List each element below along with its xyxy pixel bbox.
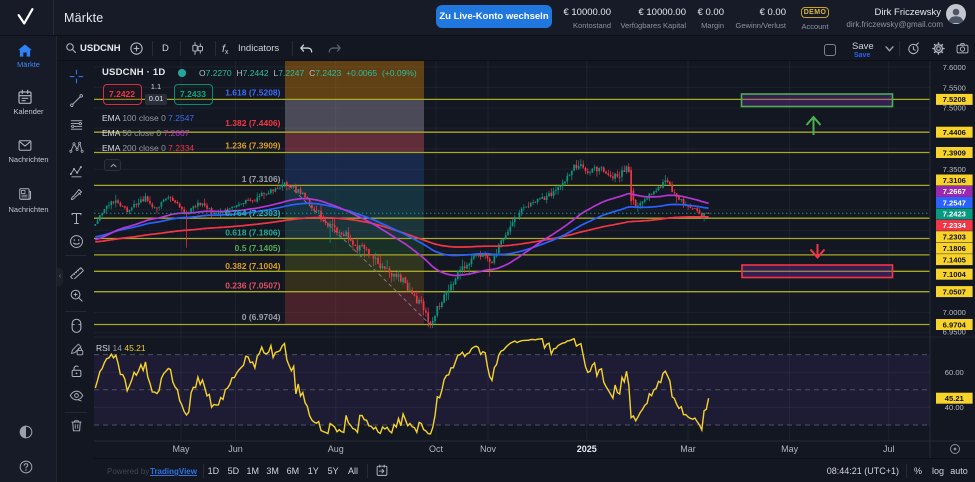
svg-text:45.21: 45.21 — [945, 394, 965, 403]
svg-text:7.4406: 7.4406 — [943, 128, 966, 137]
svg-text:7.6000: 7.6000 — [943, 63, 966, 72]
svg-text:1.236 (7.3909): 1.236 (7.3909) — [225, 141, 280, 151]
svg-text:0.236 (7.0507): 0.236 (7.0507) — [225, 280, 280, 290]
svg-text:7.3500: 7.3500 — [943, 165, 966, 174]
svg-text:60.00: 60.00 — [945, 368, 964, 377]
svg-text:1.618 (7.5208): 1.618 (7.5208) — [225, 88, 280, 98]
svg-text:7.5500: 7.5500 — [943, 83, 966, 92]
svg-text:0 (6.9704): 0 (6.9704) — [242, 312, 281, 322]
svg-text:7.1806: 7.1806 — [943, 244, 966, 253]
svg-text:7.2334: 7.2334 — [943, 221, 967, 230]
svg-text:7.1405: 7.1405 — [943, 255, 967, 264]
svg-text:7.5208: 7.5208 — [943, 95, 966, 104]
svg-text:May: May — [172, 444, 190, 454]
svg-text:0.764 (7.2303): 0.764 (7.2303) — [225, 208, 280, 218]
svg-text:0.382 (7.1004): 0.382 (7.1004) — [225, 261, 280, 271]
svg-text:40.00: 40.00 — [945, 403, 964, 412]
svg-text:7.3106: 7.3106 — [943, 176, 966, 185]
svg-text:6.9500: 6.9500 — [943, 328, 966, 337]
svg-text:7.3909: 7.3909 — [943, 148, 966, 157]
svg-text:Mar: Mar — [680, 444, 696, 454]
svg-text:7.2423: 7.2423 — [943, 210, 966, 219]
svg-text:Nov: Nov — [480, 444, 497, 454]
svg-text:Jun: Jun — [228, 444, 243, 454]
svg-text:7.2547: 7.2547 — [943, 198, 966, 207]
svg-text:6.9704: 6.9704 — [943, 320, 967, 329]
svg-text:1 (7.3106): 1 (7.3106) — [242, 174, 281, 184]
svg-text:2025: 2025 — [577, 444, 597, 454]
svg-text:1.382 (7.4406): 1.382 (7.4406) — [225, 118, 280, 128]
svg-text:7.5000: 7.5000 — [943, 104, 966, 113]
svg-text:Aug: Aug — [328, 444, 344, 454]
svg-text:7.0000: 7.0000 — [943, 308, 966, 317]
svg-text:May: May — [781, 444, 799, 454]
svg-text:7.2667: 7.2667 — [943, 187, 966, 196]
svg-text:0.5 (7.1405): 0.5 (7.1405) — [235, 243, 281, 253]
svg-text:0.618 (7.1806): 0.618 (7.1806) — [225, 228, 280, 238]
svg-text:Oct: Oct — [429, 444, 444, 454]
svg-text:7.0507: 7.0507 — [943, 287, 966, 296]
svg-text:7.1004: 7.1004 — [943, 270, 967, 279]
svg-text:Jul: Jul — [883, 444, 895, 454]
svg-text:7.2303: 7.2303 — [943, 233, 966, 242]
